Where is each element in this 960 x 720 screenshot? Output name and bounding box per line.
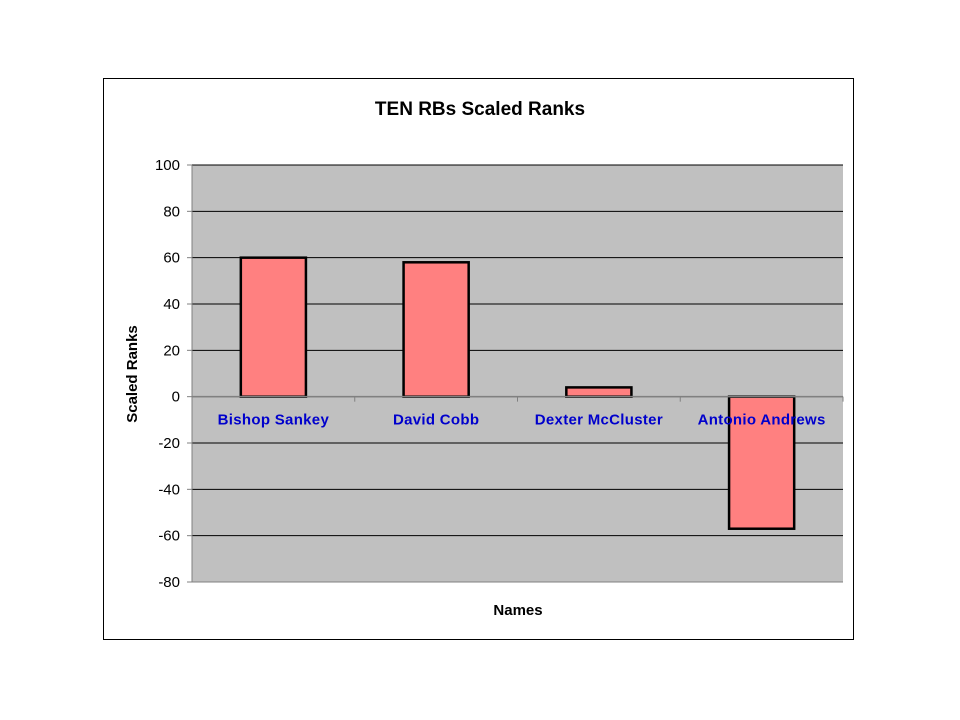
y-tick-label: 0: [172, 389, 180, 406]
bars: [239, 256, 796, 530]
x-tick-label: Bishop Sankey: [218, 412, 330, 429]
x-tick-label: Dexter McCluster: [535, 412, 663, 429]
y-tick-label: 80: [163, 203, 180, 220]
y-axis-title: Scaled Ranks: [124, 325, 141, 423]
y-tick-label: 100: [155, 157, 180, 174]
y-tick-label: 60: [163, 250, 180, 267]
x-tick-labels: Bishop Sankey David Cobb Dexter McCluster A…: [218, 412, 826, 429]
y-tick-label: 20: [163, 342, 180, 359]
bar-david-cobb: [402, 261, 470, 398]
x-axis-title: Names: [493, 602, 542, 619]
bar-bishop-sankey: [239, 256, 308, 398]
y-tick-label: -60: [158, 528, 180, 545]
chart-title: TEN RBs Scaled Ranks: [375, 99, 585, 120]
x-tick-label: David Cobb: [393, 412, 479, 429]
y-tick-label: -80: [158, 574, 180, 591]
bar-dexter-mccluster: [565, 386, 633, 398]
x-tick-label: Antonio Andrews: [698, 412, 826, 429]
y-tick-label: 40: [163, 296, 180, 313]
axes: [187, 164, 844, 583]
y-tick-label: -20: [158, 435, 180, 452]
y-tick-labels: 100 80 60 40 20 0 -20 -40 -60 -80: [155, 157, 180, 591]
y-tick-label: -40: [158, 481, 180, 498]
